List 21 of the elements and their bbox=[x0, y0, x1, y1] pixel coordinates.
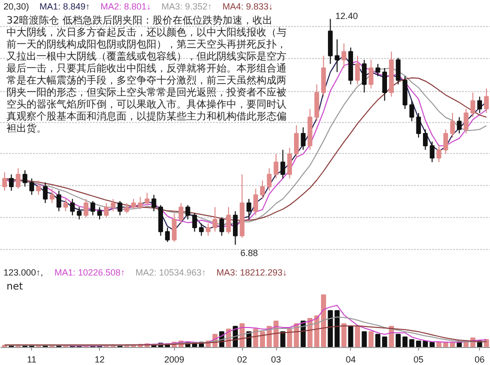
x-tick-label: 2009 bbox=[164, 354, 184, 364]
text: MA3: 9.352↑ bbox=[162, 2, 212, 12]
text: MA3: 18212.293↓ bbox=[216, 268, 288, 278]
text: net bbox=[6, 282, 23, 292]
text: MA4: 9.833↓ bbox=[222, 2, 274, 12]
x-tick-label: 12 bbox=[94, 354, 105, 364]
text: MA2: 8.801↓ bbox=[100, 2, 152, 12]
text: MA2: 10534.963↑ bbox=[136, 268, 206, 278]
legend-title: 123.000↑, bbox=[4, 268, 44, 278]
text: MA1: 8.849↑ bbox=[40, 2, 90, 12]
x-tick-label: 11 bbox=[27, 354, 36, 364]
legend-title: 20,30) bbox=[4, 2, 30, 12]
x-tick-label: 02 bbox=[237, 354, 248, 364]
text: MA1: 10226.508↑ bbox=[54, 268, 126, 278]
x-tick-label: 03 bbox=[271, 354, 282, 364]
text: 32暗渡陈仓 低档急跌后阴夹阳：股价在低位跌势加速，收出中大阴线，次日多方奋起反击，还以颜色，以中大阳线报收（与前一天的阴线构成阳包阴或阴包阳），第三天空头再拼死反扑，又拉出一根中大阴线（覆盖线或包容线），但此阴线实际是空方最后一击，只要其后能收出中阳线，反弹就将开始。本形组合通常是在大幅震荡的手段，多空争夺十分激烈，前三天虽然构成两阴夹一阳的形态，但实际上空头常常是回光返照，投资者不应被空头的嚣张气焰所吓倒，可以果敢入市。具体操作中，要同时认真观察个股基本面和消息面，以提防某些主力和机构借此形态偏袒出货。 bbox=[6, 16, 286, 134]
x-tick-label: 05 bbox=[414, 354, 424, 364]
x-tick-label: 06 bbox=[474, 354, 485, 364]
annotation: 12.40 bbox=[335, 10, 358, 21]
annotation: 6.88 bbox=[240, 248, 258, 258]
x-tick-label: 04 bbox=[346, 354, 356, 364]
